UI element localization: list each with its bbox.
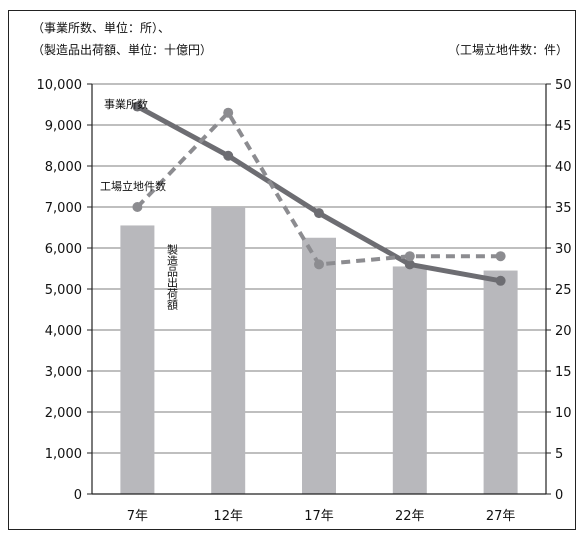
x-tick-label: 17年 bbox=[304, 509, 334, 524]
axes bbox=[87, 83, 551, 495]
point-jigyousho-7年 bbox=[132, 101, 143, 112]
left-tick-label: 5,000 bbox=[45, 283, 82, 298]
left-tick-label: 0 bbox=[74, 488, 82, 503]
left-axis-unit-line2: （製造品出荷額、単位：十億円） bbox=[32, 42, 212, 57]
right-tick-label: 20 bbox=[555, 324, 572, 339]
tick-labels: 0 1,000 2,000 3,000 4,000 5,000 6,000 7,000 8,00… bbox=[37, 78, 572, 524]
left-tick-label: 6,000 bbox=[45, 242, 82, 257]
right-tick-label: 35 bbox=[555, 201, 572, 216]
gridlines bbox=[92, 83, 546, 454]
left-tick-label: 3,000 bbox=[45, 365, 82, 380]
x-tick-label: 12年 bbox=[213, 509, 243, 524]
right-tick-label: 45 bbox=[555, 119, 572, 134]
annotation-kojo: 工場立地件数 bbox=[100, 179, 166, 193]
left-tick-label: 7,000 bbox=[45, 201, 82, 216]
right-tick-label: 0 bbox=[555, 488, 563, 503]
point-kojo-22年 bbox=[404, 251, 415, 262]
x-tick-label: 22年 bbox=[395, 509, 425, 524]
right-tick-label: 5 bbox=[555, 447, 563, 462]
annotation-jigyousho: 事業所数 bbox=[104, 98, 148, 111]
bar-7年 bbox=[120, 225, 155, 494]
point-kojo-7年 bbox=[132, 202, 143, 212]
bar-12年 bbox=[211, 207, 246, 494]
right-tick-label: 50 bbox=[555, 78, 572, 93]
right-tick-label: 30 bbox=[555, 242, 572, 257]
point-jigyousho-22年 bbox=[404, 259, 415, 270]
right-tick-label: 10 bbox=[555, 406, 572, 421]
point-jigyousho-17年 bbox=[314, 208, 324, 219]
bar-22年 bbox=[392, 266, 427, 494]
series-lines bbox=[132, 101, 506, 286]
x-tick-label: 27年 bbox=[486, 509, 516, 524]
right-tick-label: 25 bbox=[555, 283, 572, 298]
left-tick-label: 10,000 bbox=[37, 78, 83, 93]
left-axis-unit-line1: （事業所数、単位：所）、 bbox=[32, 20, 170, 35]
annotation-shukka: 製造品出荷額 bbox=[166, 243, 179, 311]
left-tick-label: 2,000 bbox=[45, 406, 82, 421]
point-jigyousho-12年 bbox=[223, 150, 234, 161]
x-tick-label: 7年 bbox=[127, 509, 148, 524]
left-tick-label: 4,000 bbox=[45, 324, 82, 339]
bars-shipment bbox=[120, 207, 518, 494]
left-tick-label: 1,000 bbox=[45, 447, 82, 462]
bar-27年 bbox=[483, 270, 518, 494]
chart-border bbox=[8, 10, 576, 530]
point-kojo-17年 bbox=[314, 259, 324, 270]
left-tick-label: 9,000 bbox=[45, 119, 82, 134]
right-axis-unit: （工場立地件数：件） bbox=[448, 42, 568, 57]
point-jigyousho-27年 bbox=[495, 275, 506, 286]
bar-17年 bbox=[302, 237, 336, 494]
left-tick-label: 8,000 bbox=[45, 160, 82, 175]
point-kojo-27年 bbox=[495, 251, 506, 262]
point-kojo-12年 bbox=[223, 107, 234, 118]
right-tick-label: 15 bbox=[555, 365, 572, 380]
right-tick-label: 40 bbox=[555, 160, 572, 175]
